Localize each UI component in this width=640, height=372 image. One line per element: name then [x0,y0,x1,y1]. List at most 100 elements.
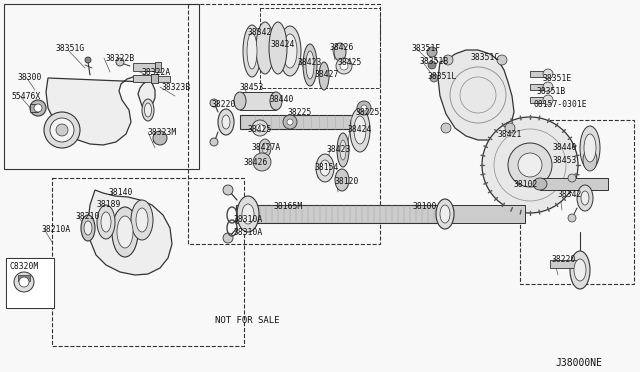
Circle shape [116,58,124,66]
Bar [4,4,199,169]
Text: 38189: 38189 [97,200,122,209]
Text: C8320M: C8320M [10,262,39,271]
Bar [158,76,170,82]
Circle shape [543,82,553,92]
Circle shape [30,100,46,116]
Text: 55476X: 55476X [12,92,41,101]
Circle shape [568,214,576,222]
Bar [540,178,608,190]
Text: 38427: 38427 [315,70,339,79]
Ellipse shape [222,115,230,129]
Ellipse shape [84,221,92,235]
Text: 38220: 38220 [212,100,236,109]
Text: 38351L: 38351L [428,72,457,81]
Text: 38323B: 38323B [162,83,191,92]
Ellipse shape [279,26,301,76]
Circle shape [50,118,74,142]
Circle shape [443,55,453,65]
Ellipse shape [440,205,450,223]
Text: 38225: 38225 [288,108,312,117]
Text: J38000NE: J38000NE [555,358,602,368]
Ellipse shape [306,51,314,79]
Ellipse shape [436,199,454,229]
Circle shape [287,119,293,125]
Circle shape [543,69,553,79]
Ellipse shape [335,169,349,191]
Circle shape [256,124,264,132]
Text: 38210: 38210 [76,212,100,221]
Bar [6,258,54,308]
Ellipse shape [581,191,589,205]
Text: 38322B: 38322B [106,54,135,63]
Circle shape [44,112,80,148]
Text: NOT FOR SALE: NOT FOR SALE [215,316,280,325]
Text: 38351B: 38351B [420,57,449,66]
Ellipse shape [256,22,274,74]
Ellipse shape [131,200,153,240]
Ellipse shape [101,212,111,232]
Bar [133,75,151,82]
Text: 38210A: 38210A [42,225,71,234]
Ellipse shape [145,103,152,117]
Ellipse shape [97,205,115,239]
Text: 38322A: 38322A [142,68,172,77]
Ellipse shape [584,134,596,162]
Text: 38165M: 38165M [274,202,303,211]
Circle shape [19,277,29,287]
Circle shape [482,117,578,213]
Ellipse shape [283,34,297,68]
Text: 38100: 38100 [413,202,437,211]
Circle shape [568,174,576,182]
Ellipse shape [533,178,547,190]
Ellipse shape [320,160,330,176]
Text: 38425: 38425 [338,58,362,67]
Ellipse shape [142,99,154,121]
Ellipse shape [354,116,366,144]
Text: 38351G: 38351G [56,44,85,53]
Polygon shape [46,76,155,145]
Polygon shape [88,190,172,275]
Bar [52,178,244,346]
Ellipse shape [303,44,317,86]
Bar [240,92,276,110]
Text: 38300: 38300 [18,73,42,82]
Ellipse shape [334,43,346,61]
Bar [445,205,525,223]
Ellipse shape [319,62,329,90]
Ellipse shape [81,215,95,241]
Ellipse shape [237,196,259,232]
Text: 38342: 38342 [558,190,582,199]
Circle shape [283,115,297,129]
Ellipse shape [270,92,282,110]
Text: 38351B: 38351B [537,87,566,96]
Polygon shape [438,50,514,140]
Text: 38220: 38220 [552,255,577,264]
Ellipse shape [583,149,597,171]
Text: 38140: 38140 [109,188,133,197]
Circle shape [441,123,451,133]
Circle shape [253,153,271,171]
Bar [530,97,546,103]
Text: 38426: 38426 [244,158,268,167]
Ellipse shape [112,207,138,257]
Ellipse shape [262,143,268,153]
Circle shape [34,104,42,112]
Circle shape [518,153,542,177]
Circle shape [153,131,167,145]
Ellipse shape [570,251,590,289]
Text: 38154: 38154 [315,163,339,172]
Bar [236,205,446,223]
Circle shape [14,272,34,292]
Circle shape [361,105,367,111]
Circle shape [210,138,218,146]
Circle shape [357,101,371,115]
Text: 38342: 38342 [248,28,273,37]
Bar [151,74,158,83]
Circle shape [543,95,553,105]
Ellipse shape [259,139,271,157]
Circle shape [508,143,552,187]
Circle shape [427,47,437,57]
Text: 38453: 38453 [553,156,577,165]
Text: 38453: 38453 [240,83,264,92]
Circle shape [252,120,268,136]
